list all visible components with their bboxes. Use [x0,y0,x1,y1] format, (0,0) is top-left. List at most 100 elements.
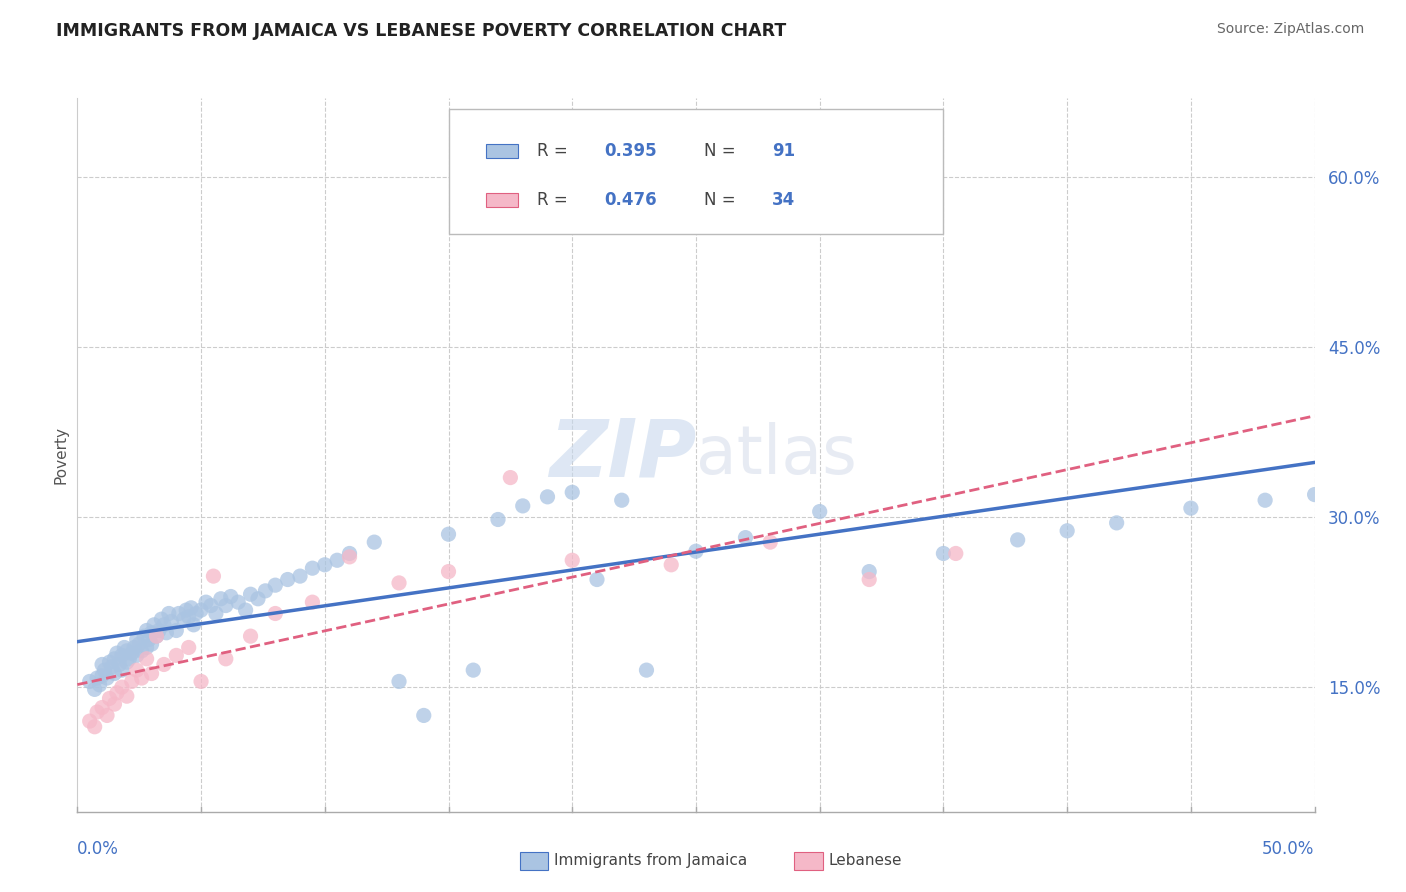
Point [115,689,138,703]
Point [486,512,509,526]
Point [157,607,180,621]
Text: ZIP: ZIP [548,416,696,494]
Text: 34: 34 [772,191,794,209]
Point [254,583,277,598]
Point [437,527,460,541]
Point [808,504,831,518]
Point [91,657,114,672]
Text: R =: R = [537,191,572,209]
Point [143,617,166,632]
Point [610,493,633,508]
Point [121,646,143,660]
Point [190,603,212,617]
Point [145,629,167,643]
Point [499,470,522,484]
Point [141,637,163,651]
Point [103,652,125,666]
Point [125,632,148,647]
Point [83,682,105,697]
Point [135,640,157,655]
Point [1056,524,1078,538]
Point [561,485,583,500]
Point [91,700,114,714]
Point [79,714,101,728]
Point [202,569,225,583]
Point [450,204,472,219]
Point [125,648,148,663]
Point [167,607,190,621]
Point [93,663,115,677]
Point [180,600,202,615]
Text: 0.395: 0.395 [605,142,658,161]
Point [173,612,195,626]
Point [215,652,238,666]
Point [685,544,707,558]
Point [314,558,336,572]
Point [190,674,212,689]
Point [165,624,187,638]
Point [135,652,157,666]
Point [160,615,183,629]
Point [1180,501,1202,516]
Point [246,591,269,606]
Point [339,546,361,560]
Point [96,708,118,723]
Point [153,617,176,632]
Point [98,655,121,669]
Point [184,607,207,621]
Point [125,663,148,677]
Point [636,663,658,677]
Point [105,686,128,700]
Point [858,565,880,579]
Point [288,569,311,583]
Point [586,573,609,587]
Point [932,546,955,560]
Point [131,644,153,658]
Point [111,663,134,677]
Point [945,546,967,560]
Point [1007,533,1029,547]
Point [512,499,534,513]
Point [101,659,124,673]
Point [858,573,880,587]
Point [177,640,200,655]
Point [155,625,177,640]
Point [141,666,163,681]
Point [103,666,125,681]
Point [239,587,262,601]
Point [219,590,242,604]
Point [111,680,134,694]
Point [734,531,756,545]
Point [301,595,323,609]
Point [121,674,143,689]
Point [122,640,145,655]
Point [277,573,299,587]
Point [103,697,125,711]
Point [536,490,558,504]
Point [759,535,782,549]
Point [153,657,176,672]
Bar [485,193,519,207]
Text: atlas: atlas [696,422,856,488]
Point [339,549,361,564]
Point [239,629,262,643]
Point [79,674,101,689]
Text: Source: ZipAtlas.com: Source: ZipAtlas.com [1216,22,1364,37]
Point [183,617,205,632]
Point [134,629,156,643]
Point [437,565,460,579]
Text: IMMIGRANTS FROM JAMAICA VS LEBANESE POVERTY CORRELATION CHART: IMMIGRANTS FROM JAMAICA VS LEBANESE POVE… [56,22,786,40]
Point [108,657,131,672]
FancyBboxPatch shape [449,109,943,234]
Point [89,678,111,692]
Point [363,535,385,549]
Point [135,624,157,638]
Point [1254,493,1277,508]
Point [1303,487,1326,501]
Point [177,610,200,624]
Point [264,607,287,621]
Point [115,644,138,658]
Point [150,612,173,626]
Point [1105,516,1128,530]
Point [83,720,105,734]
